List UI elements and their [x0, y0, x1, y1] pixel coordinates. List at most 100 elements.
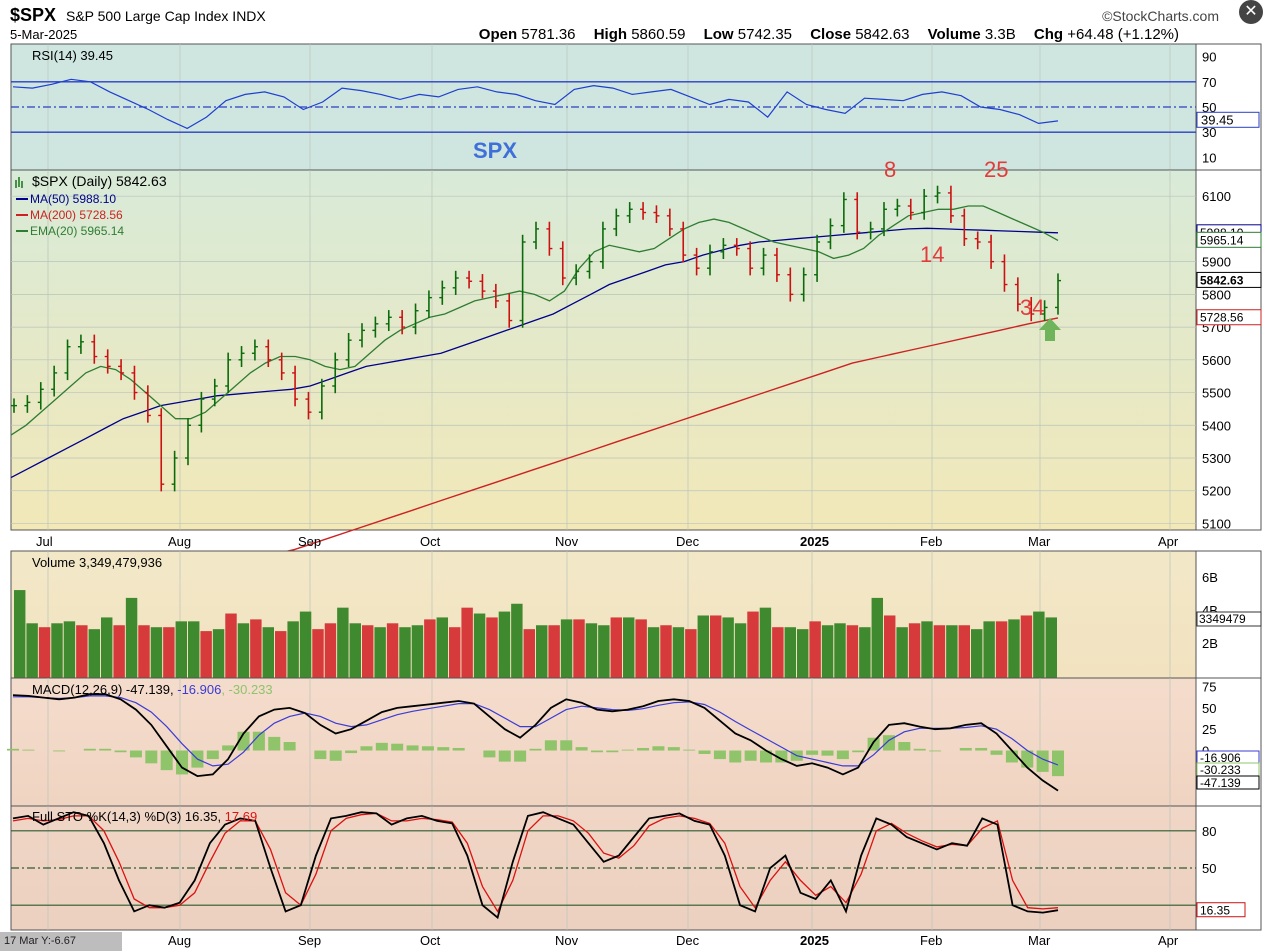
volume-bar — [312, 629, 324, 678]
volume-bar — [38, 627, 51, 678]
sto-value-box — [1196, 902, 1246, 918]
macd-histogram-bar — [683, 749, 696, 751]
volume-bar — [1008, 619, 1020, 678]
volume-bar — [486, 617, 498, 678]
macd-value-label: -30.233 — [1200, 763, 1241, 777]
bottom-month-label: Sep — [298, 933, 321, 948]
bottom-month-label: Apr — [1158, 933, 1179, 948]
macd-histogram-bar — [129, 750, 142, 758]
volume-bar — [573, 619, 585, 678]
low-value: 5742.35 — [737, 26, 793, 43]
macd-histogram-bar — [667, 747, 680, 751]
volume-tick-label: 2B — [1202, 636, 1218, 651]
month-label: Mar — [1028, 534, 1051, 549]
sto-tick-label: 50 — [1202, 861, 1216, 876]
annotation-label: 8 — [884, 157, 896, 182]
volume-bar — [747, 611, 759, 678]
volume-bar — [734, 623, 747, 678]
volume-bar — [324, 623, 337, 678]
bottom-month-label: Aug — [168, 933, 191, 948]
rsi-tick-label: 90 — [1202, 50, 1216, 65]
month-label: 2025 — [800, 534, 829, 549]
index-name: S&P 500 Large Cap Index INDX — [66, 8, 266, 24]
volume-bar — [299, 611, 312, 678]
volume-title: Volume 3,349,479,936 — [32, 555, 162, 570]
volume-bar — [660, 625, 672, 678]
macd-histogram-bar — [222, 745, 235, 751]
legend-label: MA(50) 5988.10 — [30, 192, 116, 206]
macd-histogram-bar — [975, 747, 988, 751]
volume-bar — [212, 629, 225, 678]
price-panel-axis — [1195, 169, 1262, 531]
bottom-month-label: Dec — [676, 933, 700, 948]
macd-histogram-bar — [83, 748, 96, 751]
volume-bar — [287, 621, 299, 678]
close-icon[interactable]: ✕ — [1239, 0, 1263, 24]
macd-histogram-bar — [852, 750, 865, 753]
sto-tick-label: 80 — [1202, 824, 1216, 839]
macd-value-box — [1196, 775, 1260, 790]
chart-date: 5-Mar-2025 — [10, 27, 78, 42]
macd-histogram-bar — [836, 750, 849, 760]
volume-bar — [113, 625, 125, 678]
macd-histogram-bar — [590, 750, 603, 753]
price-tick-label: 5900 — [1202, 255, 1231, 270]
volume-bar — [958, 625, 970, 678]
macd-histogram-bar — [606, 750, 619, 753]
month-label: Dec — [676, 534, 700, 549]
volume-bar — [871, 597, 883, 678]
volume-bar — [386, 623, 399, 678]
macd-value-label: -47.139 — [1200, 776, 1241, 790]
macd-histogram-bar — [544, 740, 557, 751]
volume-bar — [585, 623, 598, 678]
macd-histogram-bar — [744, 750, 757, 761]
legend-label: EMA(20) 5965.14 — [30, 224, 124, 238]
volume-bar — [548, 625, 560, 678]
volume-bar — [1020, 615, 1033, 678]
macd-histogram-bar — [22, 749, 35, 751]
price-value-box — [1196, 309, 1262, 326]
volume-value: 3.3B — [984, 26, 1016, 43]
macd-signal-line — [13, 695, 1059, 767]
volume-bar — [710, 615, 722, 678]
high-value: 5860.59 — [631, 26, 686, 43]
volume-bar — [200, 631, 212, 678]
price-tick-label: 5200 — [1202, 484, 1231, 499]
month-label: Apr — [1158, 534, 1179, 549]
macd-histogram-bar — [437, 747, 450, 751]
volume-bar — [921, 621, 933, 678]
macd-histogram-bar — [53, 750, 66, 752]
macd-histogram-bar — [345, 750, 358, 754]
legend-label: MA(200) 5728.56 — [30, 208, 123, 222]
macd-histogram-bar — [452, 747, 465, 751]
volume-bar — [175, 621, 187, 678]
macd-histogram-bar — [1021, 750, 1034, 768]
volume-bar — [610, 617, 622, 678]
price-value-label: 5842.63 — [1200, 273, 1244, 287]
volume-bar — [125, 597, 138, 678]
bottom-month-label: 2025 — [800, 933, 829, 948]
price-tick-label: 6100 — [1202, 189, 1231, 204]
ma200-line — [264, 317, 1059, 557]
macd-panel — [10, 677, 1197, 807]
volume-bar — [399, 627, 411, 678]
volume-bar — [1045, 617, 1057, 678]
annotation-label: 14 — [920, 242, 944, 267]
macd-tick-label: 75 — [1202, 680, 1216, 695]
bottom-month-label: Feb — [920, 933, 942, 948]
macd-histogram-bar — [514, 750, 527, 762]
volume-bar — [150, 627, 163, 678]
volume-bar — [946, 625, 958, 678]
volume-bar — [250, 619, 262, 678]
up-arrow-icon — [1039, 318, 1061, 341]
macd-line — [12, 693, 1059, 792]
volume-bar — [473, 613, 486, 678]
macd-histogram-bar — [283, 742, 296, 751]
volume-bar — [623, 617, 635, 678]
volume-bar — [884, 615, 896, 678]
macd-histogram-bar — [145, 750, 158, 764]
price-tick-label: 5600 — [1202, 353, 1231, 368]
volume-bar — [933, 625, 946, 678]
volume-bar — [225, 613, 237, 678]
macd-histogram-bar — [575, 747, 588, 751]
